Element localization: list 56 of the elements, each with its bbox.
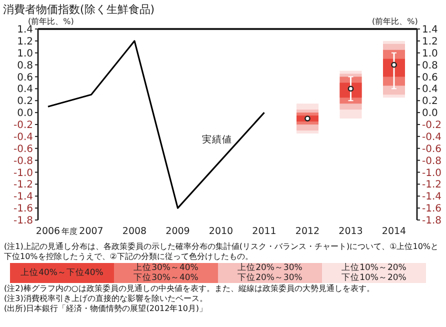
y2-tick-label: 0.4 xyxy=(422,84,438,96)
y-tick-label: 1.4 xyxy=(17,24,33,36)
y2-tick-label: 0.2 xyxy=(422,96,438,108)
y-tick-label: 1.2 xyxy=(17,36,33,48)
y2-tick-label: 0.8 xyxy=(422,60,438,72)
y-tick-label: -1.8 xyxy=(13,216,33,226)
x-tick-label: 2011 xyxy=(252,226,276,237)
y-axis-title: (前年比、%) xyxy=(28,17,74,26)
y2-tick-label: -0.8 xyxy=(422,156,442,167)
x-tick-label: 2014 xyxy=(382,226,406,237)
y2-tick-label: -0.4 xyxy=(422,132,442,143)
text: 上位10%～20% 下位10%～20% xyxy=(322,263,426,283)
y-tick-label: 0.4 xyxy=(17,84,33,96)
chart-title: 消費者物価指数(除く生鮮食品) xyxy=(3,3,155,16)
y2-tick-label: 0.0 xyxy=(422,108,438,120)
y2-tick-label: -0.6 xyxy=(422,144,442,155)
series-label: 実績値 xyxy=(202,133,232,146)
y2-tick-label: -1.6 xyxy=(422,204,442,215)
y2-tick-label: -0.2 xyxy=(422,120,442,131)
x-axis-title: 年度 xyxy=(62,227,78,236)
x-tick-label: 2008 xyxy=(122,226,147,237)
text: (注2)棒グラフ内の○は政策委員の見通しの中央値を表す。また、縦線は政策委員の大勢見通しを表す。 xyxy=(3,284,376,294)
y-tick-label: -0.4 xyxy=(13,132,33,143)
y2-tick-label: -1.8 xyxy=(422,216,442,226)
y-tick-label: 0.6 xyxy=(17,72,33,84)
y-tick-label: 1.0 xyxy=(17,48,33,60)
y-tick-label: -1.4 xyxy=(13,192,33,203)
y-tick-label: -1.2 xyxy=(13,180,33,191)
y-tick-label: -0.2 xyxy=(13,120,33,131)
y-tick-label: -0.8 xyxy=(13,156,33,167)
y2-tick-label: 1.0 xyxy=(422,48,438,60)
y2-axis-title: (前年比、%) xyxy=(372,17,418,26)
y2-tick-label: 0.6 xyxy=(422,72,438,84)
x-tick-label: 2010 xyxy=(208,226,234,237)
text: 上位30%～40% 下位30%～40% xyxy=(114,263,218,283)
x-tick-label: 2013 xyxy=(338,226,363,237)
text: (注3)消費税率引き上げの直接的な影響を除いたベース。 xyxy=(3,294,208,304)
y-tick-label: -0.6 xyxy=(13,144,33,155)
text: (出所)日本銀行「経済・物価情勢の展望(2012年10月)」 xyxy=(3,304,208,314)
y-tick-label: 0.0 xyxy=(17,108,33,120)
x-tick-label: 2006 xyxy=(36,226,60,237)
y2-tick-label: 1.4 xyxy=(422,24,438,36)
x-tick-label: 2009 xyxy=(166,226,190,237)
y-tick-label: -1.6 xyxy=(13,204,33,215)
y2-tick-label: -1.2 xyxy=(422,180,442,191)
y2-tick-label: -1.4 xyxy=(422,192,442,203)
x-tick-label: 2012 xyxy=(295,226,320,237)
y-tick-label: 0.8 xyxy=(17,60,33,72)
y2-tick-label: 1.2 xyxy=(422,36,438,48)
x-tick-label: 2007 xyxy=(79,226,104,237)
text: 上位40%～下位40% xyxy=(10,263,114,283)
y2-tick-label: -1.0 xyxy=(422,168,442,179)
text: (注1)上記の見通し分布は、各政策委員の示した確率分布の集計値(リスク・バランス・チャート)について、①上位10%と下位10%を控除したうえで、②下記の分類に従って色分けしたもの。 xyxy=(3,242,440,262)
y-tick-label: 0.2 xyxy=(17,96,33,108)
text: 上位20%～30% 下位20%～30% xyxy=(218,263,322,283)
y-tick-label: -1.0 xyxy=(13,168,33,179)
